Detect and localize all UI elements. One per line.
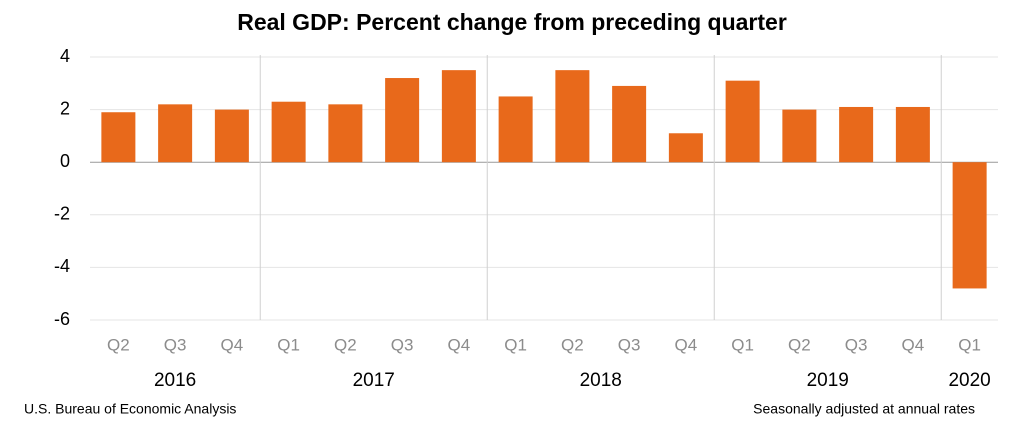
x-tick-label: Q3 bbox=[618, 335, 641, 354]
x-tick-label: Q2 bbox=[561, 335, 584, 354]
bar bbox=[101, 112, 136, 163]
bar bbox=[498, 96, 533, 163]
bar bbox=[725, 80, 760, 163]
bar bbox=[385, 78, 420, 163]
y-tick-label: -6 bbox=[54, 309, 70, 329]
x-tick-label: Q1 bbox=[277, 335, 300, 354]
bar bbox=[782, 109, 817, 163]
year-label: 2019 bbox=[807, 370, 849, 391]
x-tick-label: Q3 bbox=[164, 335, 187, 354]
x-tick-label: Q2 bbox=[788, 335, 811, 354]
x-tick-label: Q3 bbox=[845, 335, 868, 354]
y-tick-label: 0 bbox=[60, 151, 70, 171]
x-tick-label: Q4 bbox=[448, 335, 471, 354]
bar bbox=[555, 70, 590, 163]
year-label: 2016 bbox=[154, 370, 196, 391]
x-tick-label: Q1 bbox=[958, 335, 981, 354]
chart-title: Real GDP: Percent change from preceding … bbox=[237, 9, 787, 35]
y-tick-label: -2 bbox=[54, 204, 70, 224]
bar bbox=[271, 101, 306, 163]
x-tick-label: Q3 bbox=[391, 335, 414, 354]
year-label: 2020 bbox=[948, 370, 990, 391]
year-label: 2017 bbox=[353, 370, 395, 391]
source: U.S. Bureau of Economic Analysis bbox=[24, 401, 236, 417]
y-tick-label: -4 bbox=[54, 256, 70, 276]
bar bbox=[214, 109, 249, 163]
bar bbox=[952, 162, 987, 289]
bar bbox=[328, 104, 363, 163]
x-tick-label: Q1 bbox=[731, 335, 754, 354]
x-tick-label: Q2 bbox=[107, 335, 130, 354]
x-tick-label: Q4 bbox=[675, 335, 698, 354]
x-tick-label: Q1 bbox=[504, 335, 527, 354]
bar bbox=[612, 85, 647, 163]
bar bbox=[668, 133, 703, 163]
year-label: 2018 bbox=[580, 370, 622, 391]
y-tick-label: 4 bbox=[60, 46, 70, 66]
x-tick-label: Q4 bbox=[221, 335, 244, 354]
bar bbox=[895, 106, 930, 163]
bar bbox=[441, 70, 476, 163]
bar bbox=[158, 104, 193, 163]
note: Seasonally adjusted at annual rates bbox=[753, 401, 975, 417]
x-tick-label: Q2 bbox=[334, 335, 357, 354]
x-tick-label: Q4 bbox=[902, 335, 925, 354]
bar bbox=[839, 106, 874, 163]
y-tick-label: 2 bbox=[60, 98, 70, 118]
